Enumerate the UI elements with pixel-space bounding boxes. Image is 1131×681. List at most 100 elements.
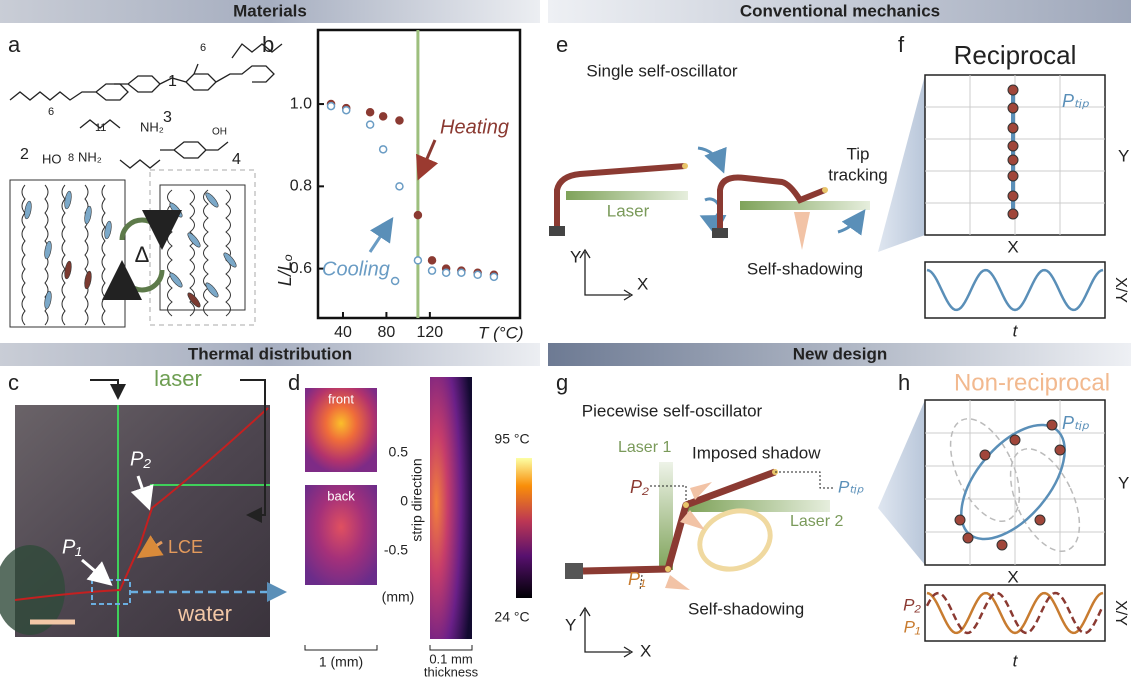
y-axis-label: L/Lₒ <box>275 254 295 286</box>
panel-label: b <box>262 32 274 57</box>
chemical-group: NH₂ <box>140 119 164 134</box>
tip-dot <box>1010 435 1020 445</box>
panel-title: Piecewise self-oscillator <box>582 401 763 420</box>
annotation: Tip <box>847 144 870 163</box>
heatmap-thickness <box>430 377 472 639</box>
zoom-wedge <box>878 75 925 252</box>
trace-label: P₁ <box>904 617 921 636</box>
laser-label: Laser 2 <box>790 513 843 530</box>
scale-label: 1 (mm) <box>319 654 363 670</box>
annotation: Self-shadowing <box>747 259 863 278</box>
data-point <box>414 257 421 264</box>
tip-dot <box>1008 155 1018 165</box>
data-point <box>367 121 374 128</box>
tip-dot <box>963 533 973 543</box>
series-annotation: Heating <box>440 116 509 138</box>
axis-tick-label: 0 <box>400 493 408 509</box>
hinge-point <box>683 502 689 508</box>
chemical-group: HO <box>42 151 62 166</box>
tip-dot <box>955 515 965 525</box>
trace-label: P₂ <box>903 595 921 614</box>
heatmap-label: back <box>327 488 355 503</box>
motion-arrow <box>698 148 722 168</box>
axis-name: X <box>637 274 648 293</box>
colorbar-label: 95 °C <box>494 431 529 447</box>
axes-icon <box>585 252 630 295</box>
bracket-arrow <box>90 380 118 396</box>
tip-dot <box>1008 191 1018 201</box>
point-label: P₁ <box>62 536 82 558</box>
x-tick-label: 40 <box>334 324 352 341</box>
axis-name: t <box>1013 651 1019 670</box>
spacer-count: 8 <box>68 152 74 164</box>
laser-label: Laser 1 <box>618 439 671 456</box>
axes-icon <box>585 610 630 652</box>
y-tick-label: 0.8 <box>290 178 312 195</box>
figure: Materials Conventional mechanics Thermal… <box>0 0 1131 681</box>
tip-dot <box>1008 123 1018 133</box>
panel-label: h <box>898 370 910 395</box>
y-tick-label: 1.0 <box>290 95 312 112</box>
data-point <box>343 107 350 114</box>
annotation: Self-shadowing <box>688 599 804 618</box>
tip-dot <box>980 450 990 460</box>
water-label: water <box>177 601 232 626</box>
data-point <box>328 103 335 110</box>
colorbar-label: 24 °C <box>494 609 529 625</box>
data-point <box>380 113 387 120</box>
chemical-group: OH <box>212 127 227 138</box>
compound-number: 2 <box>20 146 29 163</box>
data-point <box>429 257 436 264</box>
point-label: Pₜᵢₚ <box>1062 413 1090 433</box>
tip-dot <box>1008 85 1018 95</box>
data-point <box>443 269 450 276</box>
annotation: tracking <box>828 165 888 184</box>
panel-label: f <box>898 32 905 57</box>
clamp <box>549 226 565 236</box>
tip <box>682 163 688 169</box>
axes-icon <box>580 608 632 657</box>
laser-beam <box>740 201 870 210</box>
data-point <box>414 212 421 219</box>
axis-tick-label: 0.5 <box>389 444 409 460</box>
panel-label: a <box>8 32 21 57</box>
axis-name: X/Y <box>1112 600 1129 626</box>
axis-name: Y <box>1118 146 1129 165</box>
data-point <box>396 183 403 190</box>
tip-dot <box>1008 209 1018 219</box>
axis-unit: (mm) <box>382 589 415 605</box>
laser-label: laser <box>154 366 202 391</box>
point-label: Pₜᵢₚ <box>1062 91 1090 111</box>
section-title: Conventional mechanics <box>740 1 940 20</box>
shadow-wedge <box>794 212 810 250</box>
x-tick-label: 80 <box>378 324 396 341</box>
data-point <box>474 271 481 278</box>
panel-title: Single self-oscillator <box>586 61 738 80</box>
motion-arrow <box>838 214 862 232</box>
annotation-arrow <box>370 222 390 252</box>
tip-dot <box>997 540 1007 550</box>
zoom-wedge <box>878 400 925 565</box>
tip-dot <box>1008 141 1018 151</box>
panel-label: g <box>556 370 568 395</box>
tip-dot <box>1047 420 1057 430</box>
axis-name: t <box>1013 321 1019 340</box>
clamp <box>712 228 728 238</box>
axis-name: X/Y <box>1112 277 1129 303</box>
data-point <box>458 269 465 276</box>
section-title: New design <box>793 344 887 363</box>
panel-label: d <box>288 370 300 395</box>
tip-dot <box>1008 171 1018 181</box>
panel-label: c <box>8 370 19 395</box>
axis-name: Y <box>565 615 576 634</box>
clamp <box>565 563 583 579</box>
data-point <box>380 146 387 153</box>
scale-bracket <box>430 645 472 650</box>
laser-beam <box>688 500 830 512</box>
axis-tick-label: -0.5 <box>384 542 408 558</box>
point-label: P₂ <box>130 448 151 470</box>
point-label: Pₜᵢₚ <box>838 477 864 496</box>
colorbar <box>516 458 532 598</box>
data-point <box>396 117 403 124</box>
x-axis-label: T (°C) <box>478 323 524 342</box>
